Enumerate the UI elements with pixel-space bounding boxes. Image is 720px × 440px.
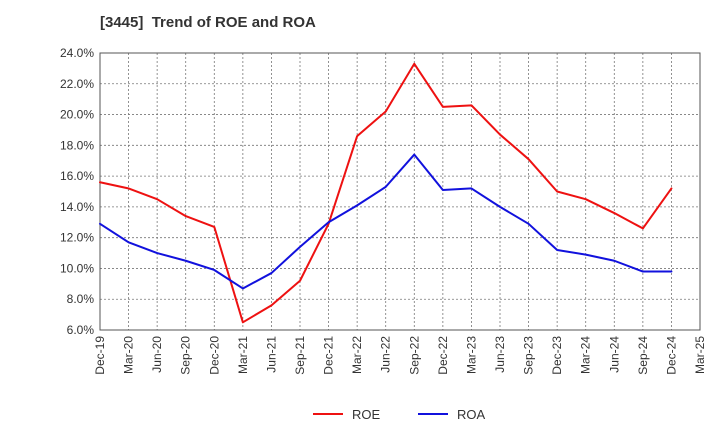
y-tick-label: 10.0% <box>60 261 94 275</box>
x-tick-label: Dec-20 <box>207 336 221 375</box>
x-tick-label: Mar-24 <box>579 336 593 374</box>
x-tick-label: Mar-21 <box>236 336 250 374</box>
plot-border <box>99 52 701 331</box>
x-tick-label: Dec-22 <box>436 336 450 375</box>
x-tick-label: Sep-22 <box>407 336 421 375</box>
series-line-roe <box>99 62 673 324</box>
x-tick-label: Jun-20 <box>150 336 164 373</box>
x-tick-label: Dec-19 <box>93 336 107 375</box>
x-tick-label: Jun-21 <box>264 336 278 373</box>
y-tick-label: 20.0% <box>60 108 94 122</box>
y-tick-label: 22.0% <box>60 77 94 91</box>
x-tick-label: Sep-21 <box>293 336 307 375</box>
x-tick-label: Mar-23 <box>464 336 478 374</box>
x-tick-label: Jun-24 <box>607 336 621 373</box>
chart-title: [3445] Trend of ROE and ROA <box>100 14 316 31</box>
x-tick-label: Sep-20 <box>179 336 193 375</box>
x-tick-label: Dec-24 <box>664 336 678 375</box>
y-tick-label: 18.0% <box>60 138 94 152</box>
y-tick-label: 6.0% <box>67 323 95 337</box>
x-tick-label: Sep-24 <box>636 336 650 375</box>
x-tick-label: Jun-22 <box>379 336 393 373</box>
series-line-roa <box>99 153 673 290</box>
x-tick-label: Sep-23 <box>522 336 536 375</box>
legend-label-roe: ROE <box>352 407 381 422</box>
x-tick-label: Mar-25 <box>693 336 707 374</box>
y-tick-label: 24.0% <box>60 46 94 60</box>
y-tick-label: 8.0% <box>67 292 95 306</box>
y-tick-label: 14.0% <box>60 200 94 214</box>
x-tick-label: Dec-23 <box>550 336 564 375</box>
legend-label-roa: ROA <box>457 407 486 422</box>
plot-area <box>100 53 700 330</box>
y-tick-label: 12.0% <box>60 231 94 245</box>
x-tick-label: Mar-22 <box>350 336 364 374</box>
x-tick-label: Jun-23 <box>493 336 507 373</box>
x-tick-label: Mar-20 <box>122 336 136 374</box>
y-tick-label: 16.0% <box>60 169 94 183</box>
x-tick-label: Dec-21 <box>322 336 336 375</box>
